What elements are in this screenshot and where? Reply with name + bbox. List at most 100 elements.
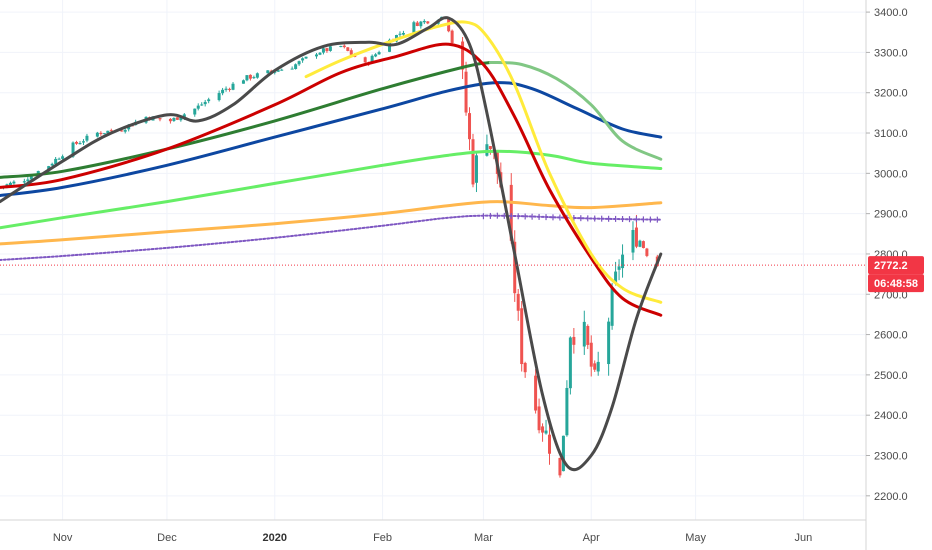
candle-body [412, 22, 416, 33]
y-tick-label: 2700.0 [874, 289, 908, 301]
candle-body [71, 142, 75, 157]
candle-body [589, 342, 593, 367]
candle-body [207, 99, 211, 102]
candle-body [471, 139, 475, 185]
x-tick-label: Mar [474, 532, 493, 544]
candle-body [464, 71, 468, 113]
candle-body [488, 146, 492, 150]
x-tick-label: Nov [53, 532, 73, 544]
candle-body [241, 80, 245, 84]
candle-body [200, 104, 204, 106]
candle-body [422, 20, 426, 23]
candle-body [168, 118, 172, 122]
y-tick-label: 3200.0 [874, 88, 908, 100]
candle-body [485, 144, 489, 156]
candle-body [523, 362, 527, 373]
candle-body [294, 64, 298, 69]
candle-body [245, 75, 249, 81]
candle-body [610, 286, 614, 326]
candle-body [22, 181, 26, 183]
candle-body [248, 74, 252, 79]
candle-body [172, 117, 176, 121]
series-line-ma_yellow [304, 20, 663, 304]
candle-body [474, 155, 478, 183]
candle-body [255, 73, 259, 78]
candle-body [75, 141, 79, 144]
y-tick-label: 3300.0 [874, 47, 908, 59]
series-line-ma_darkgreen [0, 61, 492, 179]
series-line-ma_brightgreen [0, 149, 663, 230]
candle-body [509, 184, 513, 241]
candle-body [461, 41, 465, 70]
x-tick-label: May [685, 532, 706, 544]
time-axis[interactable]: Nov Dec 2020 Feb Mar Apr May Jun [53, 532, 812, 544]
candle-body [614, 271, 618, 283]
x-tick-label: 2020 [263, 532, 287, 544]
candle-body [26, 179, 30, 182]
candle-body [370, 55, 374, 64]
candle-body [99, 132, 103, 135]
candle-body [123, 129, 127, 132]
y-tick-label: 2300.0 [874, 451, 908, 463]
x-tick-label: Feb [373, 532, 392, 544]
candle-body [541, 426, 545, 433]
last-price-label: 2772.2 [874, 260, 908, 272]
candle-body [377, 52, 381, 55]
series-line-ma_lightgreen [488, 61, 663, 161]
candle-body [513, 241, 517, 294]
candle-body [572, 336, 576, 345]
candle-body [346, 47, 350, 51]
series-line-ma_black [0, 16, 663, 472]
last-price-tag [868, 256, 924, 275]
candle-body [29, 175, 33, 180]
candle-body [596, 361, 600, 372]
candle-body [349, 50, 353, 55]
price-axis[interactable]: 3400.03300.03200.03100.03000.02900.02800… [866, 7, 908, 503]
candle-body [203, 101, 207, 105]
candle-body [325, 48, 329, 52]
candle-body [634, 227, 638, 247]
candle-body [95, 132, 99, 137]
candle-body [280, 69, 284, 71]
candle-body [304, 56, 308, 59]
candle-body [426, 21, 430, 24]
x-tick-label: Apr [583, 532, 600, 544]
candle-body [419, 21, 423, 27]
y-tick-label: 3100.0 [874, 128, 908, 140]
y-tick-label: 2200.0 [874, 491, 908, 503]
candle-body [586, 326, 590, 345]
candle-body [252, 77, 256, 79]
candle-body [516, 293, 520, 311]
candle-body [415, 22, 419, 27]
candle-body [221, 89, 225, 94]
candle-body [85, 135, 89, 141]
candle-body [57, 158, 61, 160]
y-tick-label: 2900.0 [874, 209, 908, 221]
candle-body [50, 163, 54, 166]
candle-body [290, 68, 294, 70]
series-line-ma_purple [0, 214, 662, 261]
candle-body [314, 54, 318, 57]
candle-body [342, 45, 346, 48]
candle-body [607, 321, 611, 365]
candle-body [582, 321, 586, 347]
candle-body [266, 70, 270, 74]
candle-body [61, 156, 65, 159]
candle-body [78, 142, 82, 145]
countdown-tag [868, 274, 924, 293]
candle-body [339, 46, 343, 48]
candle-body [548, 434, 552, 454]
y-tick-label: 3000.0 [874, 168, 908, 180]
candle-body [54, 158, 58, 165]
moving-average-lines [0, 16, 663, 472]
candle-body [565, 387, 569, 436]
candle-body [544, 430, 548, 434]
x-tick-label: Dec [157, 532, 177, 544]
candle-body [638, 240, 642, 247]
candle-body [374, 54, 378, 57]
candle-body [297, 61, 301, 65]
candle-body [641, 241, 645, 249]
candle-body [321, 48, 325, 53]
candle-body [106, 130, 110, 134]
